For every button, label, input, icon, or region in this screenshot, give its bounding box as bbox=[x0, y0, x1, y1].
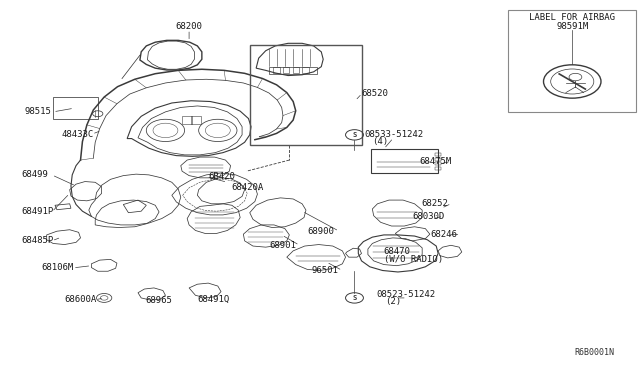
Text: 08533-51242: 08533-51242 bbox=[365, 129, 424, 139]
Text: 68901: 68901 bbox=[269, 241, 296, 250]
Bar bbox=[292, 67, 299, 73]
Text: 68252: 68252 bbox=[421, 199, 448, 208]
Text: R6B0001N: R6B0001N bbox=[575, 348, 614, 357]
Text: 68491P: 68491P bbox=[22, 208, 54, 217]
Text: 6B420: 6B420 bbox=[208, 172, 235, 181]
Bar bbox=[302, 67, 308, 73]
Bar bbox=[435, 162, 442, 165]
Text: 68965: 68965 bbox=[145, 296, 172, 305]
Text: LABEL FOR AIRBAG: LABEL FOR AIRBAG bbox=[529, 13, 615, 22]
Text: 68470: 68470 bbox=[384, 247, 411, 256]
Bar bbox=[191, 116, 201, 124]
Text: (4): (4) bbox=[372, 137, 388, 146]
Bar bbox=[435, 153, 442, 156]
Text: 68200: 68200 bbox=[175, 22, 202, 31]
Text: 98591M: 98591M bbox=[556, 22, 588, 31]
Bar bbox=[269, 67, 317, 74]
Text: 68246: 68246 bbox=[431, 230, 458, 239]
Text: 68106M: 68106M bbox=[41, 263, 73, 272]
Text: 68520: 68520 bbox=[362, 89, 388, 98]
Bar bbox=[53, 97, 98, 119]
Bar bbox=[435, 158, 442, 161]
Text: S: S bbox=[353, 295, 356, 301]
Text: 68475M: 68475M bbox=[419, 157, 451, 166]
Text: (2): (2) bbox=[385, 297, 401, 306]
Text: S: S bbox=[353, 132, 356, 138]
Text: 68030D: 68030D bbox=[413, 212, 445, 221]
Bar bbox=[283, 67, 289, 73]
Text: 68499: 68499 bbox=[22, 170, 49, 179]
Text: 68491Q: 68491Q bbox=[197, 295, 230, 304]
Bar bbox=[182, 116, 192, 124]
Text: 96501: 96501 bbox=[312, 266, 339, 275]
Bar bbox=[273, 67, 280, 73]
Text: 68900: 68900 bbox=[307, 227, 334, 236]
Text: 68600A: 68600A bbox=[65, 295, 97, 304]
Bar bbox=[250, 45, 362, 145]
Text: 68485P: 68485P bbox=[22, 236, 54, 246]
Text: 48433C: 48433C bbox=[61, 129, 93, 139]
Text: (W/O RADIO): (W/O RADIO) bbox=[384, 255, 443, 264]
Bar bbox=[435, 167, 442, 170]
Text: 98515: 98515 bbox=[25, 108, 52, 116]
Text: 68420A: 68420A bbox=[232, 183, 264, 192]
Bar bbox=[508, 10, 636, 112]
Text: 08523-51242: 08523-51242 bbox=[376, 290, 435, 299]
